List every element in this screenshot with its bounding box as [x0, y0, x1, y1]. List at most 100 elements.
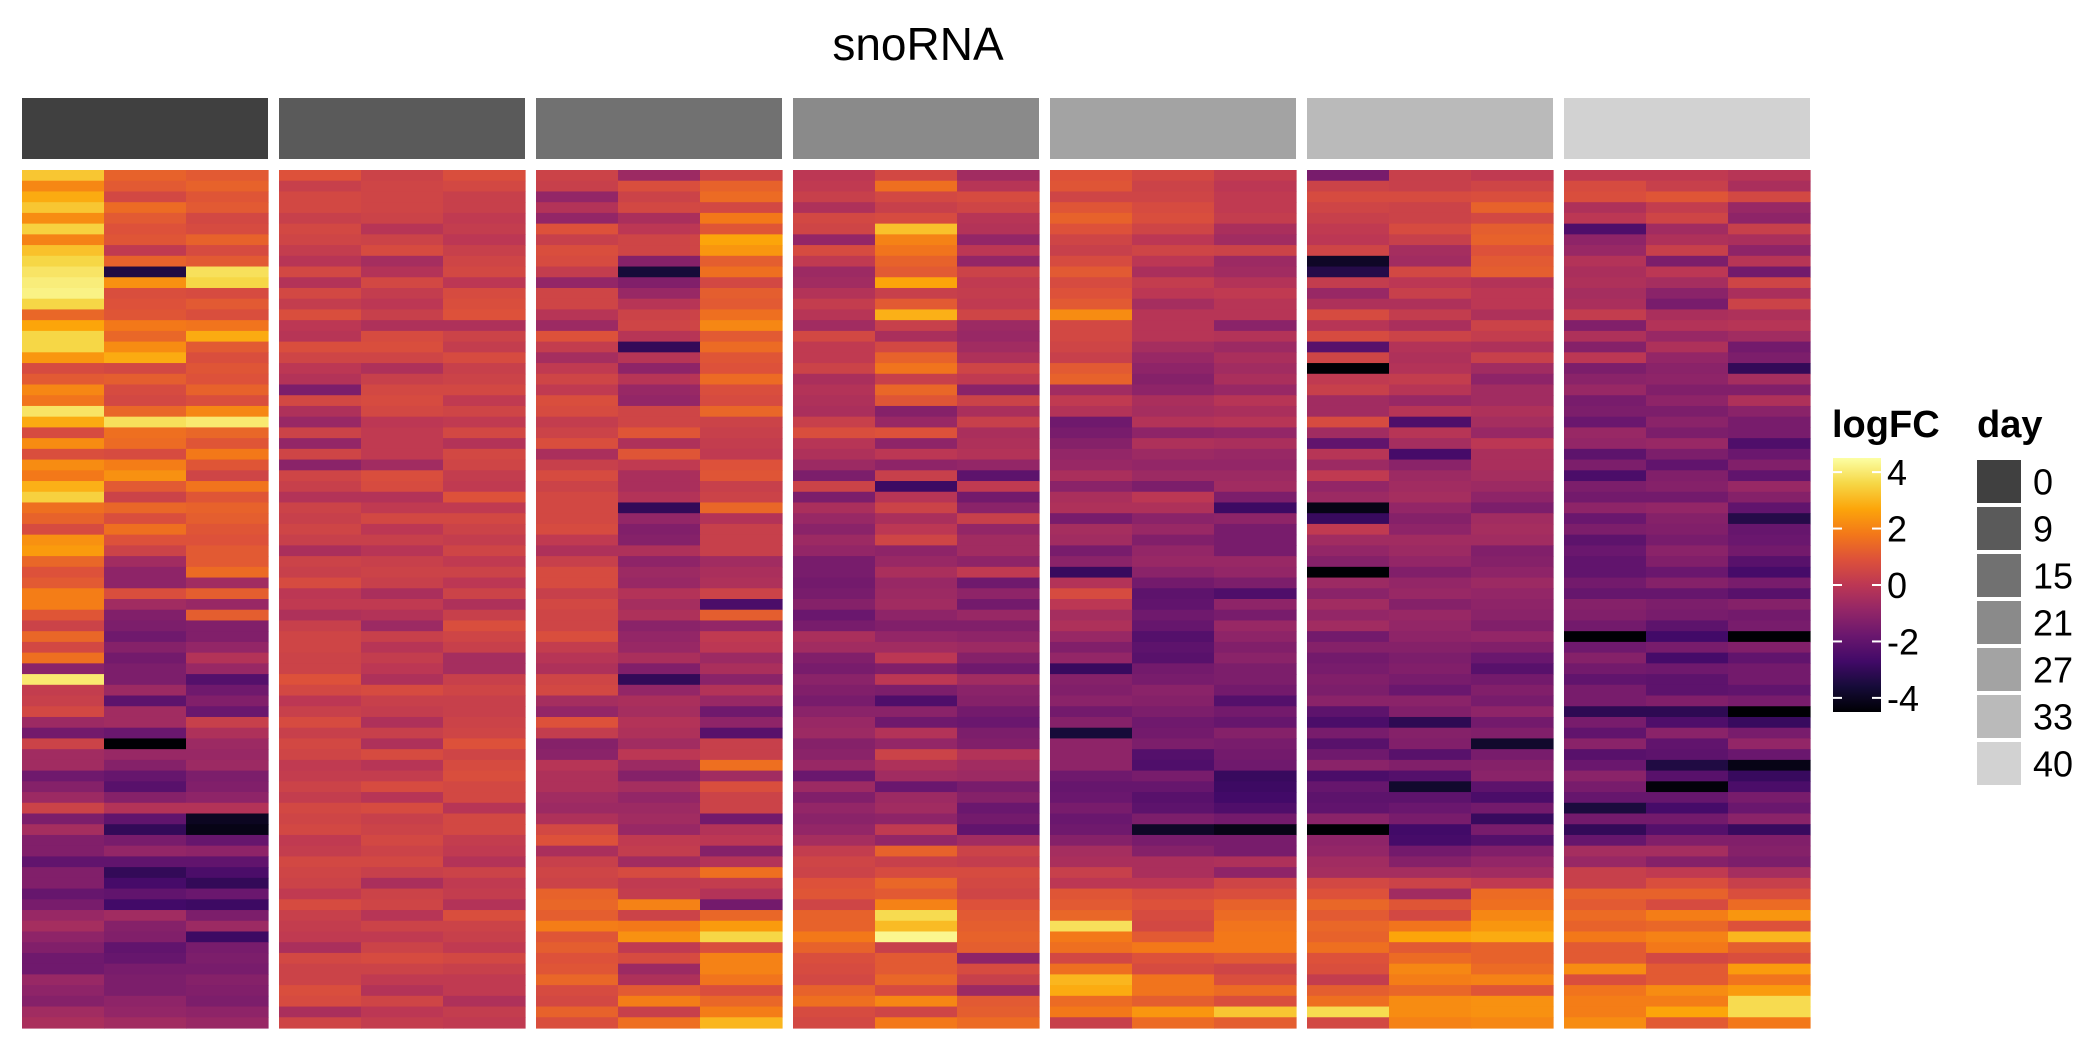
heatmap-cell	[1564, 534, 1647, 546]
heatmap-cell	[186, 1017, 269, 1029]
heatmap-cell	[22, 202, 105, 214]
heatmap-cell	[186, 706, 269, 718]
heatmap-cell	[186, 245, 269, 257]
heatmap-cell	[618, 341, 701, 353]
heatmap-cell	[279, 824, 362, 836]
heatmap-cell	[957, 1006, 1040, 1018]
heatmap-cell	[1646, 920, 1729, 933]
heatmap-cell	[1307, 663, 1390, 675]
heatmap-cell	[22, 834, 105, 847]
heatmap-cell	[361, 513, 444, 525]
heatmap-cell	[793, 395, 876, 407]
heatmap-cell	[700, 277, 783, 289]
heatmap-cell	[618, 470, 701, 482]
heatmap-cell	[1389, 781, 1472, 793]
heatmap-cell	[793, 309, 876, 321]
heatmap-cell	[104, 502, 187, 514]
heatmap-cell	[957, 577, 1040, 589]
heatmap-cell	[1050, 641, 1133, 654]
heatmap-cell	[279, 727, 362, 740]
heatmap-cell	[22, 266, 105, 278]
heatmap-cell	[1389, 974, 1472, 986]
heatmap-cell	[1214, 566, 1297, 579]
heatmap-cell	[361, 491, 444, 504]
heatmap-cell	[793, 695, 876, 707]
heatmap-cell	[1214, 867, 1297, 879]
heatmap-cell	[22, 255, 105, 268]
heatmap-cell	[1050, 566, 1133, 579]
heatmap-cell	[1471, 577, 1554, 589]
heatmap-cell	[618, 266, 701, 278]
heatmap-cell	[875, 727, 958, 740]
heatmap-cell	[1132, 405, 1215, 418]
heatmap-cell	[186, 695, 269, 707]
heatmap-cell	[875, 277, 958, 289]
heatmap-cell	[1564, 824, 1647, 836]
heatmap-cell	[1564, 609, 1647, 622]
heatmap-cell	[1050, 749, 1133, 761]
heatmap-cell	[536, 298, 619, 311]
heatmap-cell	[1564, 502, 1647, 514]
logfc-legend-title: logFC	[1832, 404, 1940, 446]
heatmap-cell	[793, 170, 876, 182]
heatmap-cell	[443, 255, 526, 268]
heatmap-cell	[1307, 384, 1390, 396]
heatmap-cell	[700, 952, 783, 965]
heatmap-cell	[875, 910, 958, 922]
heatmap-cell	[443, 416, 526, 428]
heatmap-cell	[957, 974, 1040, 986]
heatmap-cell	[875, 577, 958, 589]
heatmap-cell	[1389, 867, 1472, 879]
heatmap-cell	[361, 963, 444, 975]
heatmap-cell	[1050, 824, 1133, 836]
heatmap-cell	[875, 384, 958, 396]
heatmap-cell	[536, 834, 619, 847]
heatmap-cell	[361, 459, 444, 471]
heatmap-cell	[1307, 792, 1390, 804]
heatmap-cell	[1132, 491, 1215, 504]
day-legend-label: 40	[2033, 744, 2073, 785]
heatmap-cell	[1564, 727, 1647, 740]
heatmap-cell	[1050, 223, 1133, 235]
heatmap-cell	[1389, 287, 1472, 300]
heatmap-cell	[1132, 877, 1215, 890]
heatmap-cell	[957, 706, 1040, 718]
heatmap-cell	[1728, 663, 1811, 675]
heatmap-cell	[1564, 523, 1647, 536]
heatmap-cell	[1646, 320, 1729, 332]
heatmap-cell	[1564, 952, 1647, 965]
heatmap-cell	[875, 566, 958, 579]
heatmap-cell	[186, 888, 269, 900]
heatmap-cell	[22, 1017, 105, 1029]
heatmap-cell	[957, 556, 1040, 568]
heatmap-cell	[104, 620, 187, 632]
heatmap-cell	[875, 523, 958, 536]
heatmap-cell	[1471, 942, 1554, 954]
heatmap-cell	[186, 534, 269, 546]
heatmap-cell	[957, 320, 1040, 332]
heatmap-cell	[361, 255, 444, 268]
heatmap-cell	[361, 802, 444, 815]
heatmap-cell	[186, 481, 269, 493]
heatmap-cell	[1307, 405, 1390, 418]
heatmap-cell	[536, 352, 619, 364]
heatmap-cell	[957, 405, 1040, 418]
heatmap-cell	[22, 781, 105, 793]
heatmap-cell	[1389, 985, 1472, 997]
heatmap-cell	[875, 888, 958, 900]
heatmap-cell	[618, 609, 701, 622]
heatmap-cell	[1471, 813, 1554, 825]
heatmap-cell	[536, 995, 619, 1008]
heatmap-cell	[1307, 330, 1390, 343]
heatmap-cell	[361, 373, 444, 386]
heatmap-cell	[186, 759, 269, 772]
heatmap-cell	[1050, 266, 1133, 278]
heatmap-cell	[1389, 395, 1472, 407]
heatmap-cell	[1728, 910, 1811, 922]
heatmap-cell	[1307, 491, 1390, 504]
heatmap-cell	[22, 298, 105, 311]
heatmap-cell	[1050, 899, 1133, 911]
heatmap-cell	[536, 170, 619, 182]
heatmap-cell	[536, 845, 619, 857]
heatmap-cell	[1132, 202, 1215, 214]
